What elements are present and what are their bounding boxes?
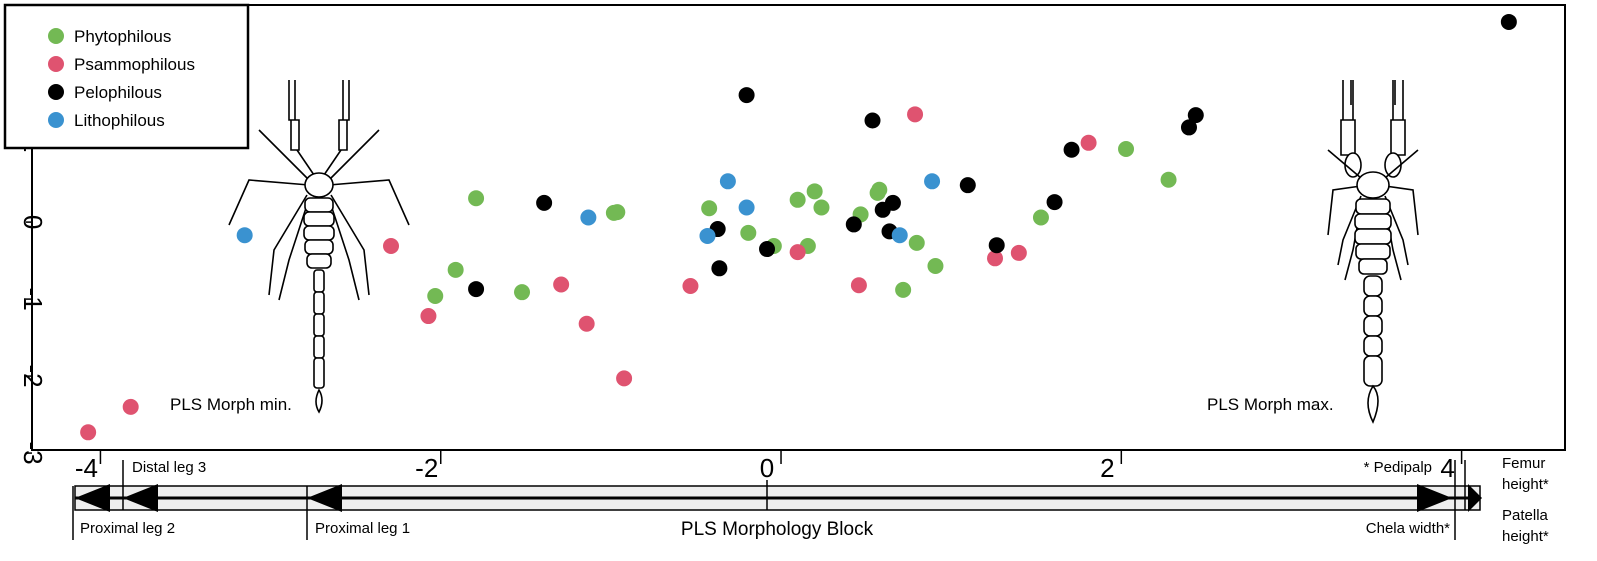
point — [759, 241, 776, 258]
point — [1180, 119, 1197, 136]
point — [806, 183, 823, 200]
point — [871, 181, 888, 198]
point — [959, 177, 976, 194]
annotation: PLS Morph max. — [1207, 395, 1334, 414]
legend-box — [3, 3, 250, 150]
block-dividers — [72, 460, 1466, 540]
block-title: PLS Morphology Block — [681, 519, 874, 540]
point — [580, 209, 597, 226]
point — [1080, 134, 1097, 151]
legend-label: Lithophilous — [74, 111, 165, 130]
legend-label: Phytophilous — [74, 27, 171, 46]
block-label: * Pedipalp — [1364, 459, 1432, 476]
point — [927, 257, 944, 274]
point — [864, 112, 881, 129]
block-label: Patella height* — [1502, 507, 1549, 545]
y-tick-label: -3 — [18, 442, 48, 465]
plot-frame — [31, 4, 1566, 451]
point — [122, 398, 139, 415]
point — [924, 173, 941, 190]
point — [908, 234, 925, 251]
x-tick-label: -4 — [75, 453, 98, 483]
legend-marker — [48, 28, 64, 44]
annotation: PLS Morph min. — [170, 395, 292, 414]
point — [813, 199, 830, 216]
y-tick-label: -1 — [18, 288, 48, 311]
point — [701, 200, 718, 217]
point — [1160, 171, 1177, 188]
point — [907, 106, 924, 123]
legend-label: Pelophilous — [74, 83, 162, 102]
point — [578, 315, 595, 332]
point — [988, 237, 1005, 254]
scorpion-max-icon — [1327, 80, 1419, 424]
y-tick-label: -2 — [18, 365, 48, 388]
point — [1046, 194, 1063, 211]
point — [1032, 209, 1049, 226]
legend-marker — [48, 84, 64, 100]
point — [884, 194, 901, 211]
x-tick-label: 4 — [1440, 453, 1454, 483]
point — [740, 224, 757, 241]
point — [789, 244, 806, 261]
point — [383, 237, 400, 254]
point — [536, 194, 553, 211]
point — [1187, 107, 1204, 124]
point — [891, 227, 908, 244]
point — [1118, 140, 1135, 157]
block-label: Proximal leg 2 — [80, 520, 175, 537]
block-label: Chela width* — [1366, 520, 1450, 537]
point — [553, 276, 570, 293]
point — [738, 199, 755, 216]
legend-marker — [48, 112, 64, 128]
point — [468, 190, 485, 207]
point — [514, 284, 531, 301]
block-label: Distal leg 3 — [132, 459, 206, 476]
legend-label: Psammophilous — [74, 55, 195, 74]
scorpion-min-icon — [228, 80, 410, 414]
point — [427, 288, 444, 305]
x-tick-label: 2 — [1100, 453, 1114, 483]
x-tick-label: -2 — [415, 453, 438, 483]
point — [468, 281, 485, 298]
y-tick-label: 0 — [18, 215, 48, 229]
point — [987, 250, 1004, 267]
point — [845, 216, 862, 233]
point — [236, 227, 253, 244]
point — [1010, 244, 1027, 261]
point — [789, 191, 806, 208]
point — [699, 227, 716, 244]
legend-marker — [48, 56, 64, 72]
block-label: Proximal leg 1 — [315, 520, 410, 537]
point — [719, 173, 736, 190]
point — [850, 277, 867, 294]
point — [738, 87, 755, 104]
point — [895, 281, 912, 298]
point — [1500, 13, 1517, 30]
point — [682, 278, 699, 295]
point — [80, 424, 97, 441]
point — [711, 260, 728, 277]
point — [1063, 141, 1080, 158]
point — [420, 308, 437, 325]
morphology-block: Distal leg 3 Proximal leg 2 Proximal leg… — [72, 455, 1549, 545]
point — [609, 204, 626, 221]
block-label: Femur height* — [1502, 455, 1549, 493]
point — [616, 370, 633, 387]
point — [447, 261, 464, 278]
x-tick-label: 0 — [760, 453, 774, 483]
legend: Phytophilous Psammophilous Pelophilous Lith… — [3, 3, 250, 150]
